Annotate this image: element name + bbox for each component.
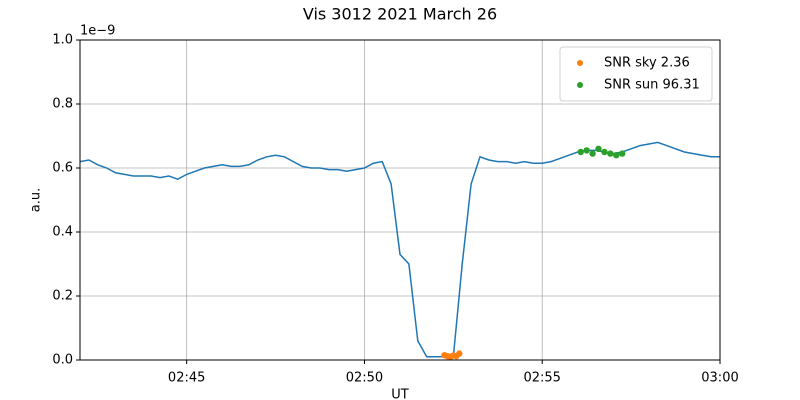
scatter-point [601, 148, 608, 156]
scatter-point [607, 150, 614, 157]
scatter-point [577, 148, 584, 156]
y-tick-label: 0.4 [52, 225, 73, 240]
legend-marker [577, 60, 583, 66]
y-offset-text: 1e−9 [80, 24, 115, 39]
x-axis-label: UT [391, 388, 409, 400]
scatter-point [613, 152, 620, 159]
y-tick-label: 0.0 [52, 353, 73, 368]
legend: SNR sky 2.36 SNR sun 96.31 [559, 46, 713, 102]
scatter-point [456, 350, 463, 357]
legend-box [559, 46, 713, 102]
scatter-point [595, 145, 602, 152]
scatter-point [583, 147, 590, 154]
y-axis-label: a.u. [29, 188, 44, 212]
x-tick-label: 02:55 [523, 371, 560, 386]
y-tick-label: 0.6 [52, 161, 73, 176]
y-tick-label: 1.0 [52, 33, 73, 48]
scatter-point [589, 150, 596, 157]
legend-marker [577, 82, 583, 88]
y-tick-label: 0.8 [52, 97, 73, 112]
legend-label: SNR sun 96.31 [604, 78, 700, 93]
scatter-point [619, 150, 626, 157]
x-tick-label: 02:50 [346, 371, 383, 386]
x-tick-label: 03:00 [701, 371, 738, 386]
line [80, 141, 720, 358]
legend-label: SNR sky 2.36 [604, 56, 690, 71]
plot-frame [79, 39, 721, 361]
y-tick-label: 0.2 [52, 289, 73, 304]
chart-title: Vis 3012 2021 March 26 [303, 5, 497, 24]
x-tick-label: 02:45 [168, 371, 205, 386]
